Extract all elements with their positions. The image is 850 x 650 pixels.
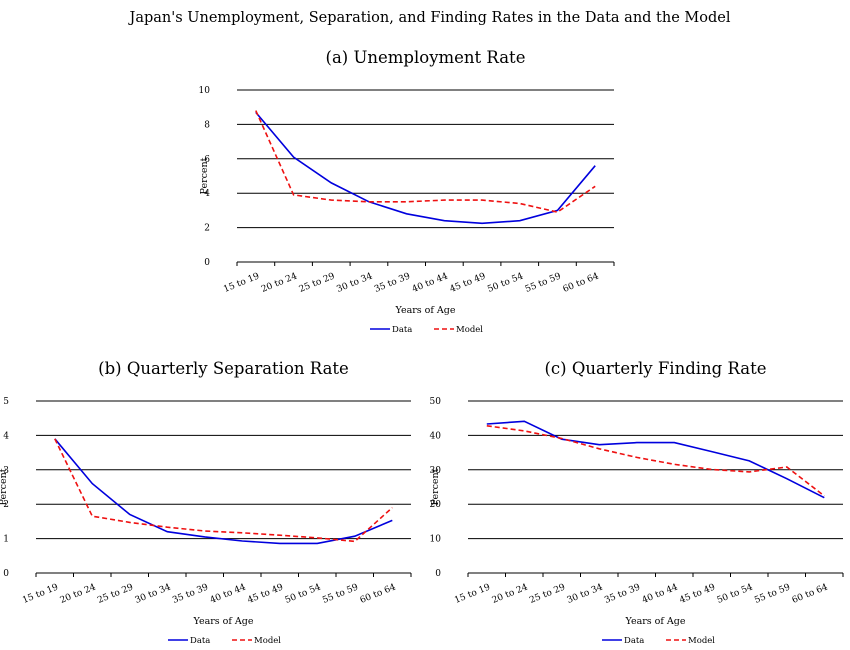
y-axis-label: Percent [199, 157, 210, 194]
y-tick-label: 0 [435, 569, 441, 579]
chart-a: (a) Unemployment Rate 0 2 4 6 8 10 15 to 19 20 t… [199, 48, 615, 335]
x-tick-label: 15 to 19 [21, 582, 60, 605]
x-tick-label: 55 to 59 [321, 582, 360, 605]
series-line-data [486, 420, 825, 499]
x-tick-label: 15 to 19 [453, 582, 492, 605]
x-tick-label: 40 to 44 [411, 271, 450, 294]
x-tick-label: 60 to 64 [359, 582, 398, 605]
x-tick-label: 20 to 24 [491, 582, 530, 605]
legend-label: Data [392, 325, 412, 335]
x-tick-label: 25 to 29 [96, 582, 135, 605]
y-tick-label: 30 [430, 466, 442, 476]
y-axis-label: Percent [0, 468, 9, 505]
x-tick-label: 45 to 49 [678, 582, 717, 605]
x-tick-label: 60 to 64 [791, 582, 830, 605]
y-tick-label: 50 [430, 397, 442, 407]
x-tick-label: 25 to 29 [528, 582, 567, 605]
x-tick-label: 20 to 24 [260, 271, 299, 294]
chart-title: (c) Quarterly Finding Rate [544, 359, 766, 378]
x-tick-label: 50 to 54 [284, 582, 323, 605]
series-line-model [255, 110, 596, 213]
chart-title: (b) Quarterly Separation Rate [98, 359, 349, 378]
y-axis-label: Percent [430, 468, 441, 505]
y-tick-label: 40 [430, 431, 442, 441]
legend-label: Model [456, 325, 483, 335]
x-tick-label: 35 to 39 [373, 271, 412, 294]
x-tick-label: 30 to 34 [566, 582, 605, 605]
y-tick-label: 4 [204, 189, 210, 199]
series-line-data [255, 111, 596, 225]
series-line-data [54, 438, 393, 545]
series-line-model [54, 438, 393, 543]
x-tick-label: 15 to 19 [222, 271, 261, 294]
x-tick-label: 55 to 59 [753, 582, 792, 605]
chart-b: (b) Quarterly Separation Rate 0 1 2 3 4 5 15 to… [0, 359, 412, 646]
y-tick-label: 1 [3, 535, 9, 545]
x-tick-label: 35 to 39 [171, 582, 210, 605]
x-axis-label: Years of Age [625, 616, 686, 627]
x-tick-label: 40 to 44 [641, 582, 680, 605]
series-line-model [486, 425, 825, 497]
y-tick-label: 8 [204, 120, 210, 130]
x-tick-label: 25 to 29 [298, 271, 337, 294]
y-tick-label: 6 [204, 155, 210, 165]
x-tick-label: 30 to 34 [335, 271, 374, 294]
y-tick-label: 0 [3, 569, 9, 579]
x-axis-label: Years of Age [395, 305, 456, 316]
y-tick-label: 0 [204, 258, 210, 268]
y-tick-label: 4 [3, 431, 9, 441]
x-tick-label: 30 to 34 [134, 582, 173, 605]
y-tick-label: 3 [3, 466, 9, 476]
legend-label: Model [254, 636, 281, 646]
y-tick-label: 20 [430, 500, 442, 510]
y-tick-label: 10 [430, 535, 442, 545]
x-axis-label: Years of Age [193, 616, 254, 627]
legend-label: Data [190, 636, 210, 646]
x-tick-label: 40 to 44 [209, 582, 248, 605]
legend-label: Model [688, 636, 715, 646]
chart-title: (a) Unemployment Rate [326, 48, 526, 67]
x-tick-label: 55 to 59 [524, 271, 563, 294]
x-tick-label: 60 to 64 [562, 271, 601, 294]
x-tick-label: 45 to 49 [246, 582, 285, 605]
chart-c: (c) Quarterly Finding Rate 0 10 20 30 40 50 15 … [430, 359, 844, 646]
y-tick-label: 2 [204, 224, 210, 234]
y-tick-label: 5 [3, 397, 9, 407]
legend-label: Data [624, 636, 644, 646]
y-tick-label: 2 [3, 500, 9, 510]
x-tick-label: 45 to 49 [448, 271, 487, 294]
figure-title: Japan's Unemployment, Separation, and Fi… [128, 10, 731, 26]
x-tick-label: 35 to 39 [603, 582, 642, 605]
y-tick-label: 10 [199, 86, 211, 96]
x-tick-label: 50 to 54 [486, 271, 525, 294]
x-tick-label: 20 to 24 [59, 582, 98, 605]
x-tick-label: 50 to 54 [716, 582, 755, 605]
